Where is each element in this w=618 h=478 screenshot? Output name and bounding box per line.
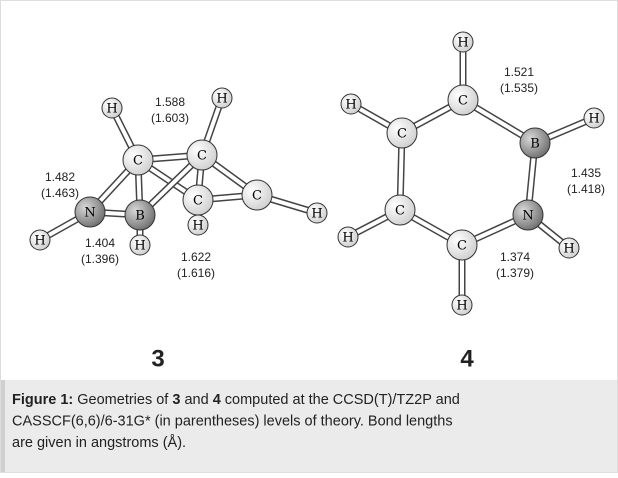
bond-length-alt: (1.379) bbox=[496, 266, 534, 280]
atom-label: C bbox=[458, 94, 468, 109]
bond-length: 1.622 bbox=[181, 250, 211, 264]
atom-label: C bbox=[397, 127, 407, 142]
atom-label: C bbox=[395, 204, 405, 219]
compound-number: 4 bbox=[460, 345, 474, 372]
bond-length-alt: (1.603) bbox=[151, 111, 189, 125]
bond-length: 1.374 bbox=[500, 250, 530, 264]
atom-label: H bbox=[311, 207, 322, 222]
figure: HHCCCCNBHHHH1.588(1.603)1.482(1.463)1.40… bbox=[0, 0, 618, 473]
atom-label: H bbox=[106, 102, 117, 117]
atom-label: H bbox=[342, 231, 353, 246]
bond-length-alt: (1.463) bbox=[41, 186, 79, 200]
caption-text: CASSCF(6,6)/6-31G* (in parentheses) leve… bbox=[12, 413, 453, 429]
atom-label: H bbox=[457, 36, 468, 51]
atom-label: C bbox=[252, 189, 262, 204]
atom-label: B bbox=[530, 137, 540, 152]
atom-label: H bbox=[456, 299, 467, 314]
bond-length: 1.588 bbox=[155, 95, 185, 109]
atom-label: C bbox=[457, 239, 467, 254]
caption-text: 3 bbox=[172, 392, 180, 408]
bond-length-alt: (1.396) bbox=[81, 252, 119, 266]
bond-length: 1.482 bbox=[45, 170, 75, 184]
caption-accent bbox=[1, 380, 5, 472]
caption-line: Figure 1: Geometries of 3 and 4 computed… bbox=[12, 392, 460, 408]
caption-text: are given in angstroms (Å). bbox=[12, 434, 186, 451]
atom-label: C bbox=[197, 149, 207, 164]
caption-line: are given in angstroms (Å). bbox=[12, 434, 186, 451]
caption-text: Geometries of bbox=[73, 392, 172, 408]
atom-label: N bbox=[522, 209, 533, 224]
atom-label: H bbox=[134, 239, 145, 254]
atom-label: C bbox=[133, 154, 143, 169]
bond-length-alt: (1.535) bbox=[500, 81, 538, 95]
atom-label: H bbox=[345, 98, 356, 113]
caption-text: computed at the CCSD(T)/TZ2P and bbox=[221, 392, 460, 408]
caption-text: Figure 1: bbox=[12, 392, 73, 408]
bond-length: 1.521 bbox=[504, 65, 534, 79]
atom-label: H bbox=[563, 242, 574, 257]
bond-length-alt: (1.616) bbox=[177, 266, 215, 280]
bond-length: 1.435 bbox=[571, 166, 601, 180]
atom-label: H bbox=[588, 112, 599, 127]
bond-length: 1.404 bbox=[85, 236, 115, 250]
compound-number: 3 bbox=[151, 345, 164, 372]
caption-line: CASSCF(6,6)/6-31G* (in parentheses) leve… bbox=[12, 413, 453, 429]
atom-label: C bbox=[193, 194, 203, 209]
caption-text: and bbox=[180, 392, 212, 408]
atom-label: H bbox=[216, 92, 227, 107]
caption-text: 4 bbox=[213, 392, 221, 408]
atom-label: B bbox=[135, 209, 145, 224]
atom-label: H bbox=[34, 234, 45, 249]
atom-label: N bbox=[84, 206, 95, 221]
atom-label: H bbox=[192, 219, 203, 234]
bond-length-alt: (1.418) bbox=[567, 182, 605, 196]
